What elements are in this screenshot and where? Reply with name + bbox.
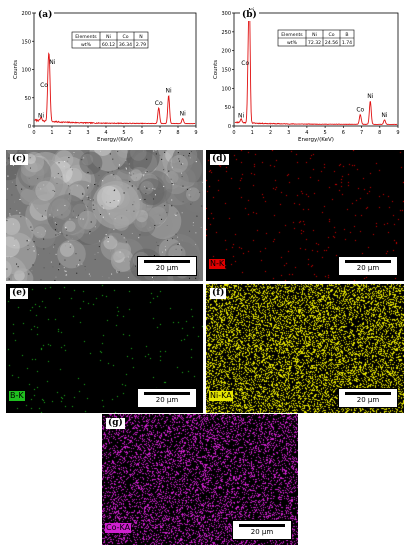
x-tick-label: 5 [122, 130, 125, 136]
y-tick-label: 50 [25, 96, 31, 102]
panel-g-element-label: Co-KA [105, 523, 132, 533]
panel-d-n-map: (d) N-K 20 μm [206, 150, 404, 281]
scale-bar-g: 20 μm [232, 520, 292, 540]
peak-label: Ni [38, 112, 44, 119]
table-value-cell: 2.79 [136, 42, 146, 48]
x-tick-label: 8 [378, 130, 381, 136]
panel-d-element-label: N-K [209, 259, 226, 269]
peak-label: Ni [166, 87, 172, 94]
x-tick-label: 3 [287, 130, 290, 136]
x-tick-label: 0 [232, 130, 235, 136]
y-axis-label: Counts [13, 60, 19, 79]
x-axis-label: Energy/(KeV) [298, 137, 334, 143]
x-tick-label: 9 [396, 130, 399, 136]
peak-label: Ni [49, 59, 55, 66]
x-tick-label: 1 [251, 130, 254, 136]
peak-label: Ni [238, 113, 244, 120]
table-value-cell: wt% [287, 40, 298, 46]
y-tick-label: 150 [221, 68, 231, 74]
table-header-cell: N [139, 34, 142, 40]
x-tick-label: 7 [360, 130, 363, 136]
x-tick-label: 0 [32, 130, 35, 136]
x-tick-label: 1 [50, 130, 53, 136]
panel-c-label: (c) [10, 154, 28, 165]
spectrum-curve [234, 12, 398, 125]
y-axis-label: Counts [213, 60, 219, 79]
x-tick-label: 6 [140, 130, 143, 136]
peak-label: Co [241, 60, 249, 67]
x-tick-label: 5 [324, 130, 327, 136]
table-header-cell: Ni [106, 34, 111, 40]
x-tick-label: 4 [305, 130, 308, 136]
table-header-cell: Co [122, 34, 128, 40]
panel-e-element-label: B-K [9, 391, 25, 401]
table-header-cell: Co [328, 32, 334, 38]
x-tick-label: 6 [342, 130, 345, 136]
peak-label: Ni [381, 112, 387, 119]
panel-e-label: (e) [10, 288, 29, 299]
panel-a-label: (a) [36, 10, 55, 21]
y-tick-label: 150 [21, 39, 31, 45]
x-tick-label: 7 [158, 130, 161, 136]
scale-bar-d: 20 μm [338, 256, 398, 276]
spectrum-curve [34, 52, 196, 125]
table-value-cell: 1.74 [342, 40, 352, 46]
spectrum-b-chart: 0 50 100 150 200 250 300 0 1 2 3 4 5 6 7 8 9 Energy/(KeV)… [213, 7, 400, 143]
y-tick-label: 50 [225, 105, 231, 111]
x-axis-label: Energy/(KeV) [97, 137, 133, 143]
y-tick-label: 100 [221, 86, 231, 92]
table-header-cell: Ni [312, 32, 317, 38]
x-tick-label: 8 [176, 130, 179, 136]
scale-bar-g-text: 20 μm [250, 528, 274, 536]
table-value-cell: 24.56 [325, 40, 338, 46]
scale-bar-c-text: 20 μm [155, 264, 179, 272]
table-header-cell: Elements [281, 32, 303, 38]
spectrum-a-chart: 0 50 100 150 200 0 1 2 3 4 5 6 7 8 9 Energy/(KeV) Counts… [13, 11, 198, 143]
panel-f-ni-map: (f) Ni-KA 20 μm [206, 284, 404, 413]
x-tick-label: 2 [68, 130, 71, 136]
scale-bar-f: 20 μm [338, 388, 398, 408]
peak-label: Co [155, 100, 163, 107]
table-header-cell: Elements [75, 34, 97, 40]
y-tick-label: 250 [221, 30, 231, 36]
table-value-cell: 36.34 [119, 42, 132, 48]
panel-d-label: (d) [210, 154, 229, 165]
peak-label: Ni [180, 111, 186, 118]
panel-g-co-map: (g) Co-KA 20 μm [102, 414, 298, 545]
y-tick-label: 200 [21, 11, 31, 17]
panel-c-sem-image: (c) 20 μm [6, 150, 203, 281]
x-tick-label: 3 [86, 130, 89, 136]
scale-bar-e-text: 20 μm [155, 396, 179, 404]
panel-f-label: (f) [210, 288, 227, 299]
peak-label: Ni [367, 93, 373, 100]
y-tick-label: 200 [221, 49, 231, 55]
panel-b-spectrum: 0 50 100 150 200 250 300 0 1 2 3 4 5 6 7 8 9 Energy/(KeV)… [206, 4, 404, 144]
scale-bar-f-text: 20 μm [356, 396, 380, 404]
y-tick-label: 0 [228, 124, 231, 130]
x-tick-label: 9 [194, 130, 197, 136]
y-tick-label: 300 [221, 11, 231, 17]
table-value-cell: 60.12 [102, 42, 115, 48]
scale-bar-e: 20 μm [137, 388, 197, 408]
table-value-cell: 72.32 [308, 40, 321, 46]
x-tick-label: 2 [269, 130, 272, 136]
panel-a-spectrum: 0 50 100 150 200 0 1 2 3 4 5 6 7 8 9 Energy/(KeV) Counts… [6, 4, 202, 144]
x-tick-label: 4 [104, 130, 107, 136]
panel-e-b-map: (e) B-K 20 μm [6, 284, 203, 413]
table-value-cell: wt% [81, 42, 92, 48]
y-tick-label: 0 [28, 124, 31, 130]
peak-label: Co [40, 82, 48, 89]
peak-label: Co [356, 107, 364, 114]
scale-bar-d-text: 20 μm [356, 264, 380, 272]
table-header-cell: B [345, 32, 348, 38]
scale-bar-c: 20 μm [137, 256, 197, 276]
panel-f-element-label: Ni-KA [209, 391, 233, 401]
y-tick-label: 100 [21, 68, 31, 74]
panel-b-label: (b) [240, 10, 259, 21]
panel-g-label: (g) [106, 418, 125, 429]
